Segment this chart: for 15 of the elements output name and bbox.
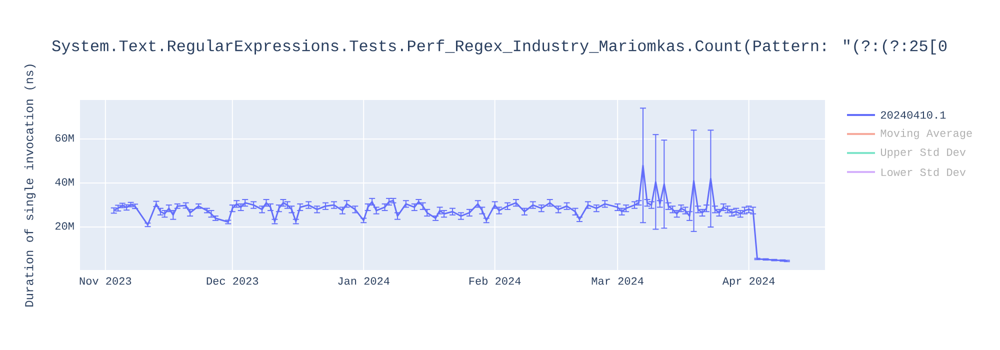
y-tick-label: 20M — [55, 222, 74, 230]
y-tick-label: 40M — [55, 178, 74, 186]
chart-title: System.Text.RegularExpressions.Tests.Perf_Regex_Industry_Mariomkas.Count(Pattern: "(?:(?:25[0 — [52, 40, 947, 54]
y-axis-title: Duration of single invocation (ns) — [24, 64, 36, 306]
x-tick-label: Jan 2024 — [338, 277, 390, 285]
legend-label: Upper Std Dev — [880, 148, 966, 158]
x-tick-label: Apr 2024 — [722, 277, 775, 287]
y-tick-label: 60M — [56, 134, 74, 142]
legend-label: Lower Std Dev — [881, 168, 966, 176]
legend-label: 20240410.1 — [880, 111, 946, 119]
x-tick-label: Feb 2024 — [469, 276, 521, 285]
x-tick-label: Nov 2023 — [80, 277, 132, 285]
x-tick-label: Mar 2024 — [592, 277, 644, 285]
legend-label: Moving Average — [880, 128, 972, 140]
x-tick-label: Dec 2023 — [206, 277, 258, 285]
